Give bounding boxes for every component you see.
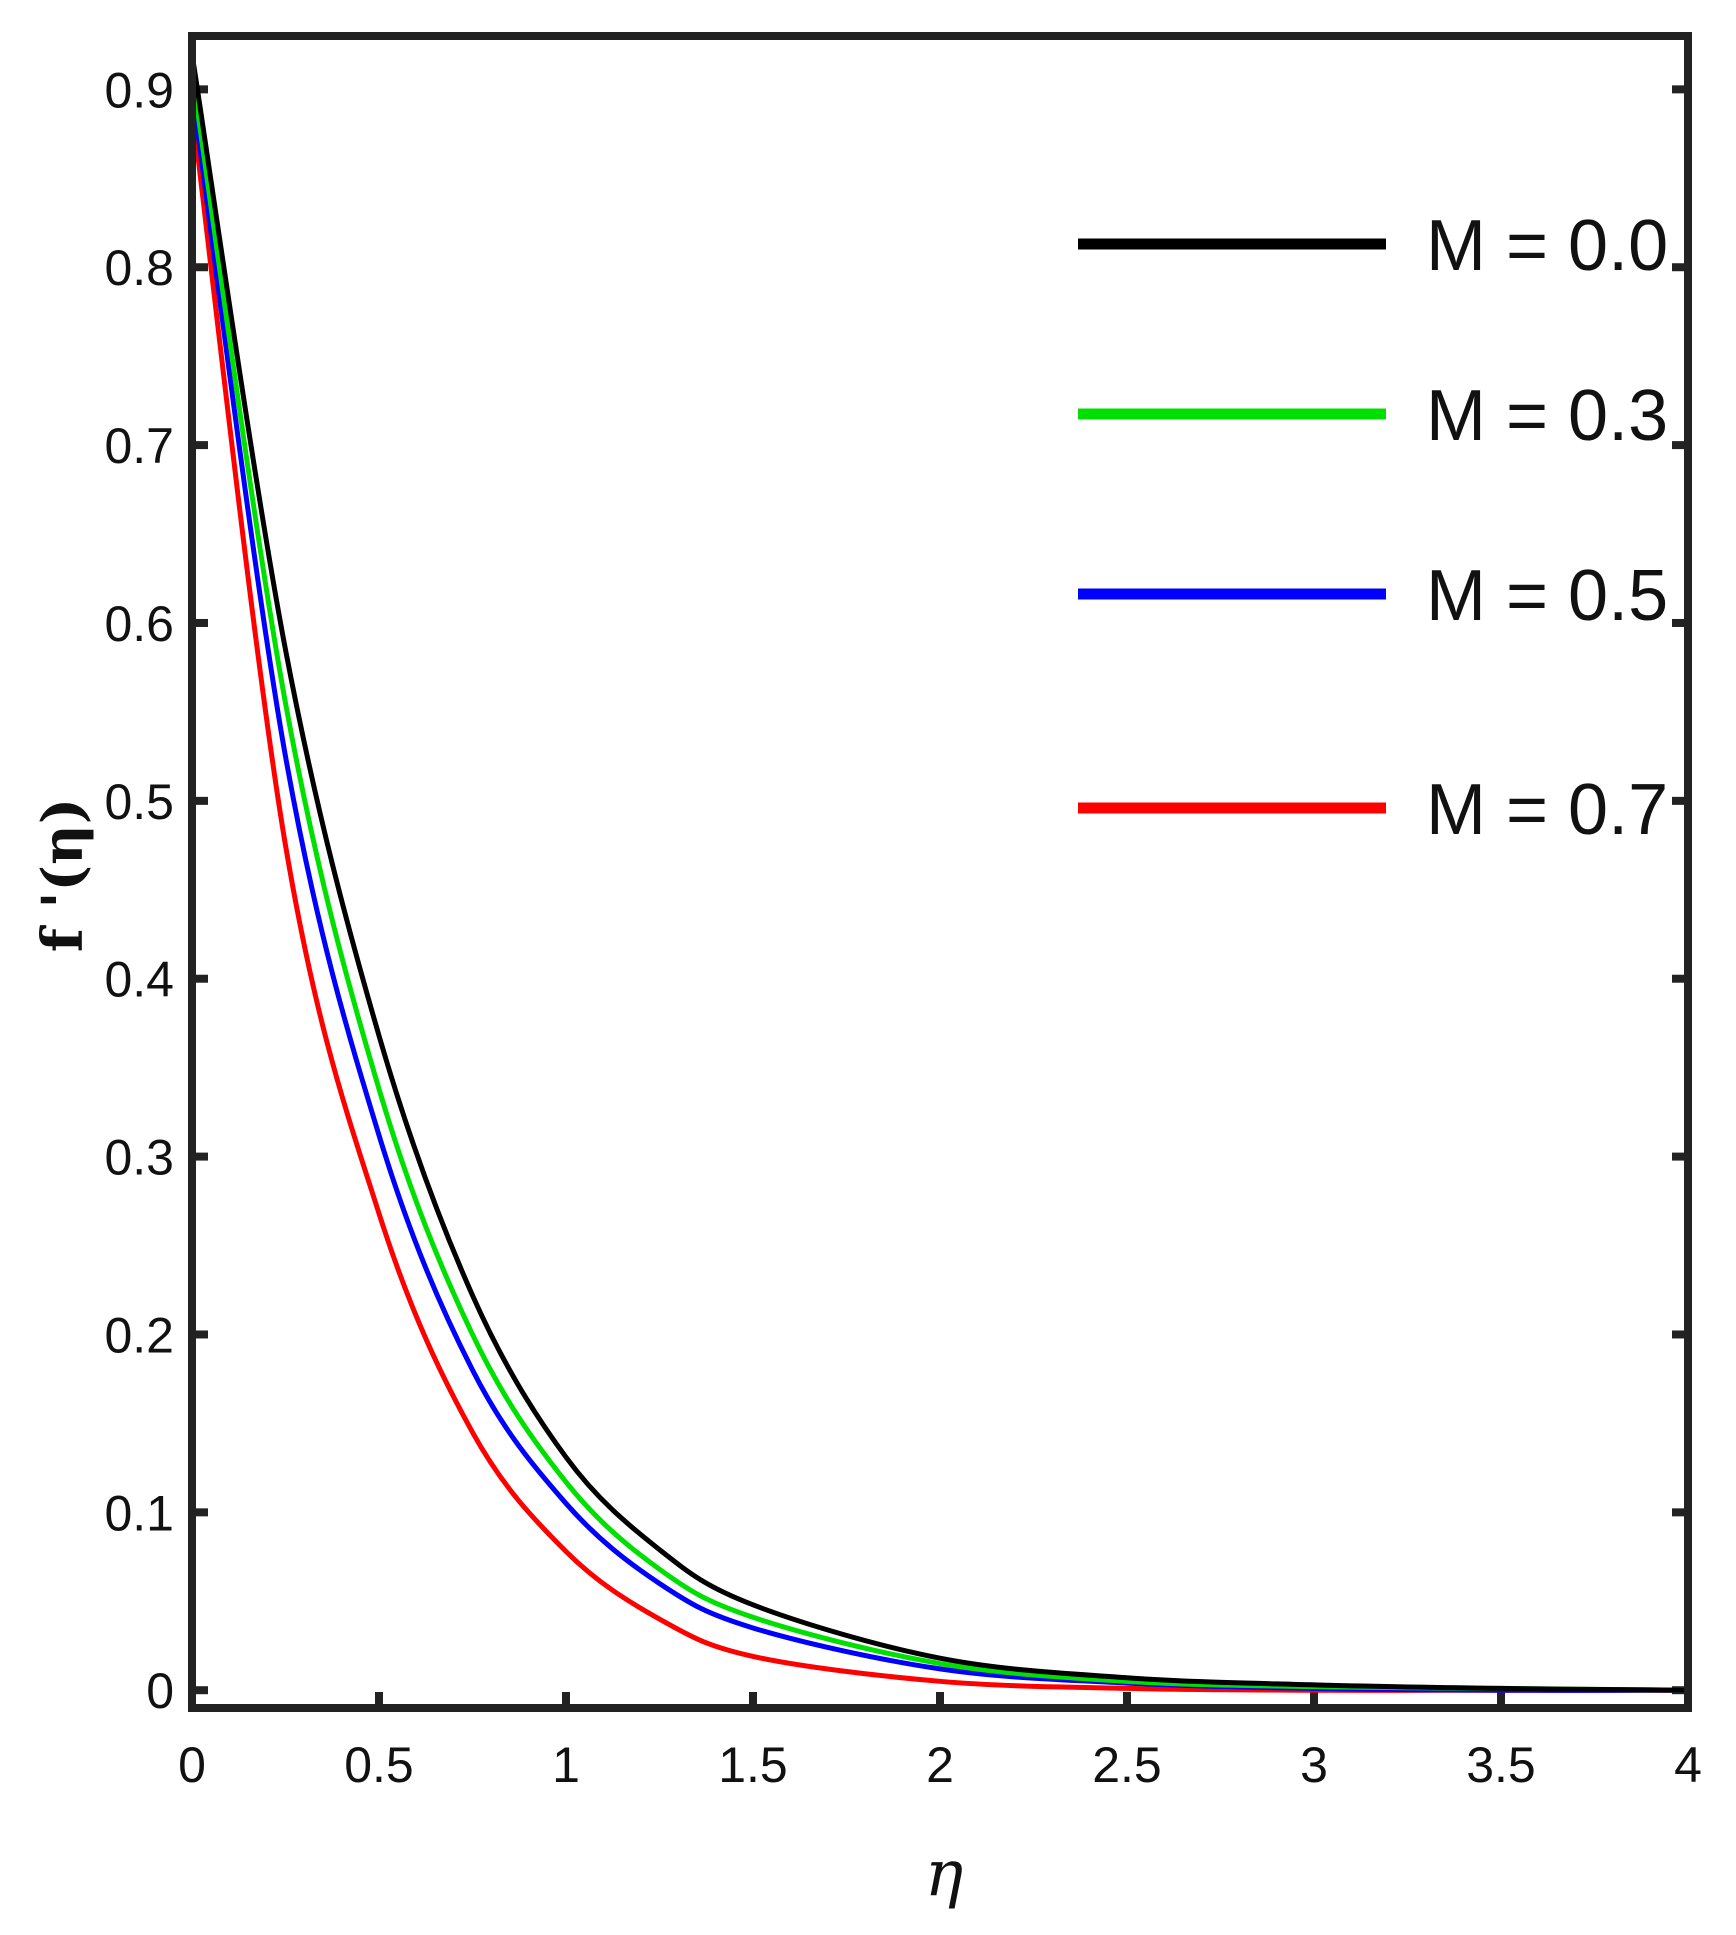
x-tick-label: 1.5 — [718, 1737, 788, 1793]
legend-label: M = 0.5 — [1426, 556, 1668, 636]
y-tick-label: 0 — [146, 1663, 174, 1719]
x-tick-label: 3.5 — [1466, 1737, 1536, 1793]
x-tick-label: 4 — [1674, 1737, 1702, 1793]
x-tick-label: 2 — [926, 1737, 954, 1793]
plot-frame — [188, 32, 1692, 1712]
x-tick-label: 0.5 — [344, 1737, 414, 1793]
legend-label: M = 0.7 — [1426, 770, 1668, 850]
y-tick-label: 0.2 — [104, 1307, 174, 1363]
y-tick-label: 0.3 — [104, 1130, 174, 1186]
series-lines — [189, 53, 1689, 1693]
series-line — [189, 71, 1689, 1693]
x-tick-label: 0 — [178, 1737, 206, 1793]
x-tick-label: 2.5 — [1092, 1737, 1162, 1793]
x-tick-label: 3 — [1300, 1737, 1328, 1793]
y-tick-label: 0.6 — [104, 596, 174, 652]
series-line — [189, 89, 1689, 1693]
x-tick-label: 1 — [552, 1737, 580, 1793]
x-axis-label: η — [925, 1837, 963, 1911]
series-line — [189, 53, 1689, 1693]
legend: M = 0.0 M = 0.3 M = 0.5 M = 0.7 — [1078, 206, 1668, 850]
y-tick-label: 0.1 — [104, 1485, 174, 1541]
y-tick-label: 0.4 — [104, 952, 174, 1008]
y-axis-ticks: 0 0.1 0.2 0.3 0.4 0.5 0.6 0.7 0.8 0.9 — [104, 62, 1688, 1719]
y-tick-label: 0.7 — [104, 418, 174, 474]
y-tick-label: 0.8 — [104, 240, 174, 296]
legend-label: M = 0.0 — [1426, 206, 1668, 286]
y-tick-label: 0.9 — [104, 62, 174, 118]
y-axis-label: f '(η) — [30, 798, 96, 952]
y-tick-label: 0.5 — [104, 774, 174, 830]
legend-label: M = 0.3 — [1426, 376, 1668, 456]
series-line — [189, 106, 1688, 1693]
x-axis-ticks: 0 0.5 1 1.5 2 2.5 3 3.5 4 — [178, 1692, 1702, 1793]
